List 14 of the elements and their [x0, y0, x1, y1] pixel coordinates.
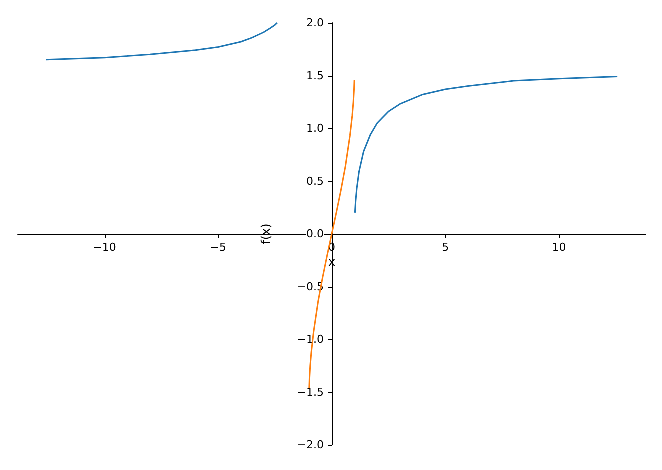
- y-tick-label: −1.5: [297, 386, 324, 399]
- x-tick-label: 10: [552, 241, 566, 254]
- y-tick-label: −2.0: [297, 438, 324, 452]
- line-series: [354, 76, 618, 214]
- y-tick-label: 2.0: [306, 16, 324, 30]
- x-tick-label: 5: [442, 241, 450, 254]
- y-tick-label: 1.0: [306, 122, 324, 135]
- y-tick-label: 1.5: [306, 69, 324, 82]
- x-tick-label: −10: [93, 241, 116, 254]
- line-series: [46, 22, 278, 61]
- y-axis-title: f(x): [259, 224, 273, 244]
- y-tick-label: 0.0: [306, 228, 324, 240]
- y-tick-label: 0.5: [306, 174, 324, 188]
- x-tick-label: −5: [210, 241, 227, 254]
